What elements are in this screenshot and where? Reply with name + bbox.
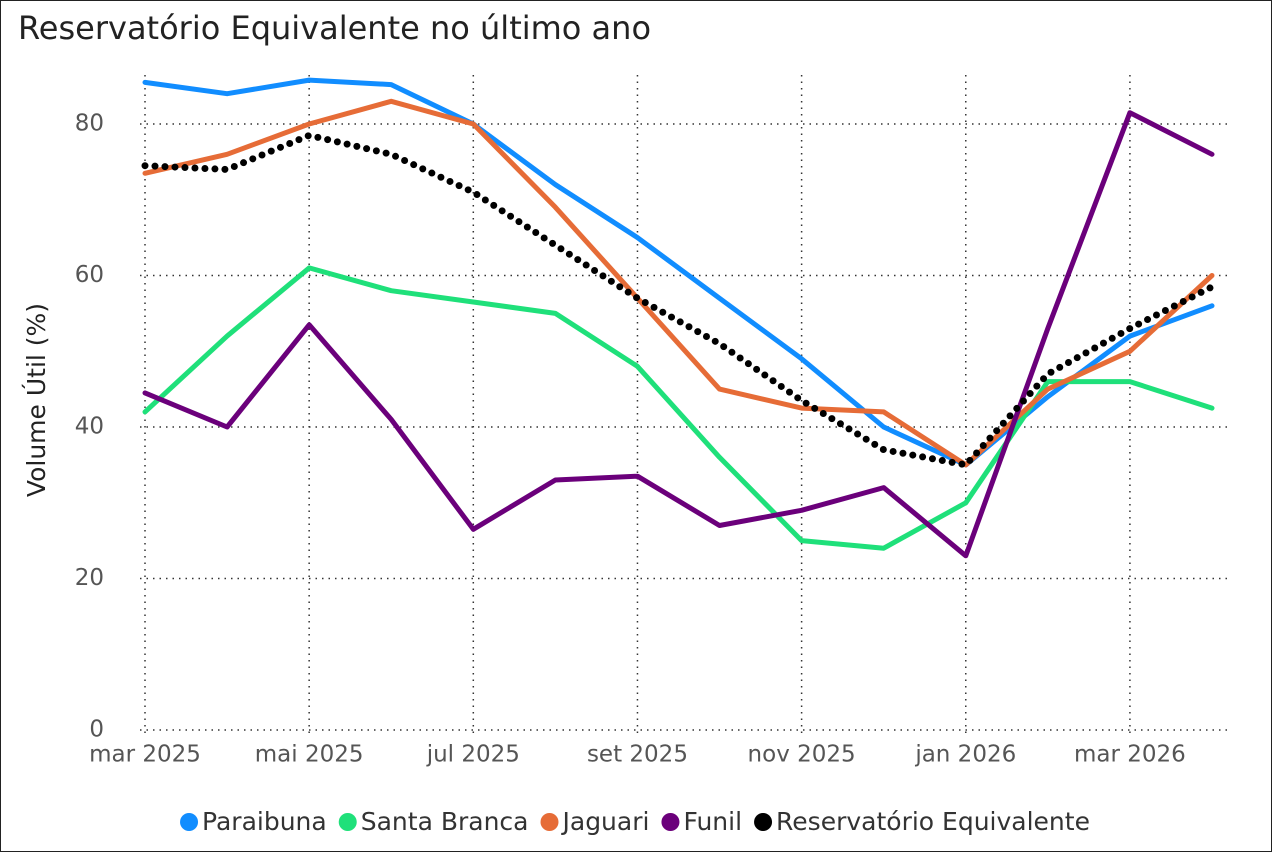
y-tick-label: 40 xyxy=(75,414,104,440)
legend-marker xyxy=(540,813,559,831)
x-tick-label: set 2025 xyxy=(587,742,688,768)
x-tick-label: nov 2025 xyxy=(748,742,856,768)
series-line xyxy=(141,131,1216,469)
x-tick-label: mar 2025 xyxy=(89,742,201,768)
chart-title: Reservatório Equivalente no último ano xyxy=(18,9,651,47)
y-tick-label: 20 xyxy=(75,565,104,591)
y-tick-label: 0 xyxy=(89,717,104,743)
legend-marker xyxy=(754,813,773,831)
legend-marker xyxy=(661,813,680,831)
series-line xyxy=(142,265,1215,551)
x-tick-label: jul 2025 xyxy=(426,742,520,768)
y-tick-label: 80 xyxy=(75,111,104,137)
legend-marker xyxy=(180,813,199,831)
x-tick-label: mai 2025 xyxy=(255,742,364,768)
legend-label: Santa Branca xyxy=(361,807,529,836)
x-tick-label: jan 2026 xyxy=(914,742,1016,768)
y-axis-label: Volume Útil (%) xyxy=(21,303,51,497)
legend-label: Reservatório Equivalente xyxy=(776,807,1090,836)
series-line xyxy=(142,77,1215,468)
series-line xyxy=(142,110,1215,559)
legend-label: Paraibuna xyxy=(202,807,327,836)
legend-marker xyxy=(338,813,357,831)
x-tick-label: mar 2026 xyxy=(1074,742,1186,768)
y-tick-label: 60 xyxy=(75,262,104,288)
legend-label: Jaguari xyxy=(561,807,650,836)
series-line xyxy=(142,98,1215,468)
legend-label: Funil xyxy=(683,807,742,836)
